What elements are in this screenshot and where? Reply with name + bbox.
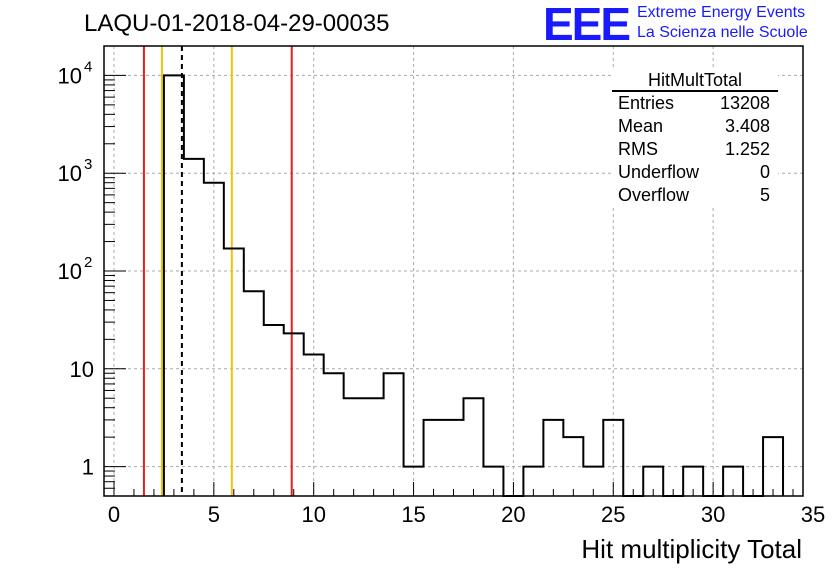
stats-value: 0 bbox=[759, 162, 770, 182]
x-tick-label: 5 bbox=[208, 502, 220, 527]
x-tick-label: 30 bbox=[701, 502, 725, 527]
y-tick-exponent: 2 bbox=[84, 254, 92, 271]
stats-row-mean: Mean 3.408 bbox=[612, 115, 778, 138]
x-tick-label: 10 bbox=[301, 502, 325, 527]
org-name-line1: Extreme Energy Events bbox=[637, 4, 806, 21]
y-tick-label: 10 bbox=[70, 357, 94, 382]
stats-row-rms: RMS 1.252 bbox=[612, 138, 778, 161]
y-tick-exponent: 3 bbox=[84, 156, 92, 173]
histogram-outline bbox=[162, 74, 785, 497]
stats-label: Mean bbox=[618, 116, 664, 136]
stats-value: 1.252 bbox=[724, 139, 770, 159]
stats-label: Underflow bbox=[618, 162, 700, 182]
y-tick-label: 10 bbox=[58, 63, 82, 88]
stats-row-underflow: Underflow 0 bbox=[612, 161, 778, 184]
org-name-line2: La Scienza nelle Scuole bbox=[637, 24, 808, 41]
stats-value: 3.408 bbox=[724, 116, 770, 136]
stats-row-overflow: Overflow 5 bbox=[612, 184, 778, 207]
stats-value: 13208 bbox=[719, 93, 770, 113]
stats-box: HitMultTotal Entries 13208 Mean 3.408 RM… bbox=[612, 70, 778, 207]
stats-row-entries: Entries 13208 bbox=[612, 92, 778, 115]
stats-value: 5 bbox=[759, 185, 770, 205]
y-tick-label: 1 bbox=[82, 455, 94, 480]
y-tick-label: 10 bbox=[58, 161, 82, 186]
x-tick-label: 35 bbox=[801, 502, 825, 527]
x-tick-label: 15 bbox=[401, 502, 425, 527]
stats-label: Entries bbox=[618, 93, 675, 113]
x-tick-label: 25 bbox=[601, 502, 625, 527]
y-tick-label: 10 bbox=[58, 259, 82, 284]
x-tick-label: 0 bbox=[108, 502, 120, 527]
stats-title: HitMultTotal bbox=[612, 70, 778, 92]
chart-title: LAQU-01-2018-04-29-00035 bbox=[84, 10, 390, 37]
x-axis-label: Hit multiplicity Total bbox=[581, 534, 802, 564]
stats-label: RMS bbox=[618, 139, 658, 159]
y-tick-exponent: 4 bbox=[84, 58, 92, 75]
stats-label: Overflow bbox=[618, 185, 690, 205]
x-tick-label: 20 bbox=[501, 502, 525, 527]
eee-logo: EEE bbox=[543, 0, 631, 50]
